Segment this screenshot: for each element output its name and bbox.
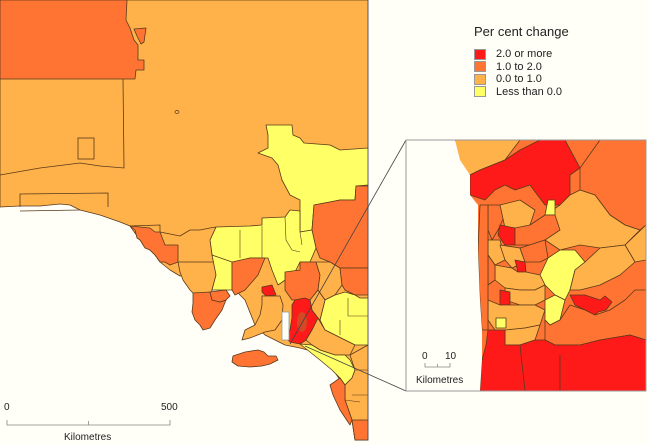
region-nw-small bbox=[133, 27, 147, 45]
legend-item-0-to-1: 0.0 to 1.0 bbox=[474, 73, 569, 86]
legend-label: Less than 0.0 bbox=[496, 85, 563, 98]
main-scale-bar bbox=[6, 420, 171, 426]
main-scale-start: 0 bbox=[4, 402, 10, 413]
legend-item-1-to-2: 1.0 to 2.0 bbox=[474, 61, 569, 74]
legend-label: 2.0 or more bbox=[496, 48, 553, 61]
region-west-rect bbox=[77, 137, 95, 160]
leader-line-top bbox=[289, 139, 407, 345]
main-scale-end: 500 bbox=[161, 402, 178, 413]
region-mt-gambier bbox=[351, 419, 369, 441]
swatch-icon bbox=[474, 86, 486, 98]
region-yorke-north-red bbox=[261, 284, 277, 297]
inset-coast-white bbox=[406, 140, 482, 391]
inset-scale-end: 10 bbox=[445, 351, 457, 362]
region-adelaide-hills-orange bbox=[309, 289, 326, 321]
region-eyre-red-east bbox=[231, 257, 266, 296]
boundary-se bbox=[344, 369, 368, 403]
inset-scale-bar bbox=[424, 363, 451, 368]
region-yorke-peninsula bbox=[241, 295, 284, 341]
region-tumby bbox=[209, 289, 231, 303]
swatch-icon bbox=[474, 61, 486, 73]
boundary-mid-yellow bbox=[239, 216, 303, 258]
inset-scale-unit: Kilometres bbox=[416, 375, 464, 386]
legend-item-2-or-more: 2.0 or more bbox=[474, 48, 569, 61]
region-se-red bbox=[329, 377, 353, 426]
legend-label: 0.0 to 1.0 bbox=[496, 73, 542, 86]
lake-small bbox=[174, 110, 180, 114]
inset-map bbox=[405, 139, 647, 392]
main-scale-unit: Kilometres bbox=[64, 432, 112, 443]
swatch-icon bbox=[474, 48, 486, 60]
boundary-west-2 bbox=[19, 192, 109, 212]
inset-scale-start: 0 bbox=[422, 351, 428, 362]
region-eyre-yellow bbox=[211, 254, 233, 291]
leader-line-bottom bbox=[304, 345, 407, 392]
region-kangaroo-island bbox=[231, 349, 279, 368]
boundary-west bbox=[0, 78, 125, 176]
legend-item-less-than-0: Less than 0.0 bbox=[474, 86, 569, 99]
region-apy-lands bbox=[0, 0, 145, 80]
legend: Per cent change 2.0 or more 1.0 to 2.0 0… bbox=[474, 24, 569, 98]
boundary-riverland bbox=[339, 298, 368, 335]
inset-locator-box bbox=[281, 311, 290, 341]
legend-title: Per cent change bbox=[474, 24, 569, 39]
region-eyre-west-red bbox=[129, 225, 179, 266]
legend-label: 1.0 to 2.0 bbox=[496, 60, 542, 73]
swatch-icon bbox=[474, 73, 486, 85]
